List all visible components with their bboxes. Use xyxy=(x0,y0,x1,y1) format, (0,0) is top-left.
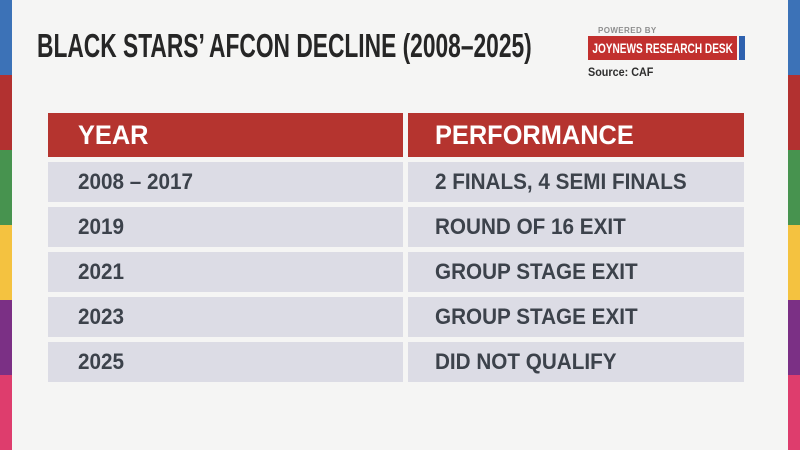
year-cell: 2019 xyxy=(48,207,403,247)
performance-value: 2 FINALS, 4 SEMI FINALS xyxy=(435,169,687,194)
column-header-performance-label: PERFORMANCE xyxy=(435,119,634,150)
page-title: BLACK STARS’ AFCON DECLINE (2008–2025) xyxy=(37,27,532,64)
column-header-year-label: YEAR xyxy=(78,119,149,150)
stripe-segment-green xyxy=(788,150,800,225)
year-value: 2008 – 2017 xyxy=(78,169,194,194)
year-value: 2023 xyxy=(78,304,125,329)
table-row: 2025 DID NOT QUALIFY xyxy=(48,342,744,382)
stripe-segment-green xyxy=(0,150,12,225)
stripe-segment-yellow xyxy=(788,225,800,300)
stripe-segment-red xyxy=(0,75,12,150)
stripe-segment-blue xyxy=(788,0,800,75)
performance-value: DID NOT QUALIFY xyxy=(435,349,617,374)
column-header-performance: PERFORMANCE xyxy=(408,113,744,157)
table-row: 2021 GROUP STAGE EXIT xyxy=(48,252,744,292)
source-label: Source: CAF xyxy=(588,65,654,79)
stripe-segment-blue xyxy=(0,0,12,75)
stripe-segment-purple xyxy=(788,300,800,375)
badge-accent-bar xyxy=(739,36,745,60)
performance-cell: ROUND OF 16 EXIT xyxy=(408,207,744,247)
year-cell: 2025 xyxy=(48,342,403,382)
joynews-research-desk-badge: JOYNEWS RESEARCH DESK xyxy=(588,36,737,60)
performance-cell: DID NOT QUALIFY xyxy=(408,342,744,382)
table-row: 2019 ROUND OF 16 EXIT xyxy=(48,207,744,247)
stripe-segment-purple xyxy=(0,300,12,375)
performance-cell: 2 FINALS, 4 SEMI FINALS xyxy=(408,162,744,202)
performance-value: GROUP STAGE EXIT xyxy=(435,259,638,284)
afcon-performance-table: YEAR PERFORMANCE 2008 – 2017 2 FINALS, 4… xyxy=(48,113,744,387)
performance-value: GROUP STAGE EXIT xyxy=(435,304,638,329)
year-value: 2025 xyxy=(78,349,125,374)
year-cell: 2021 xyxy=(48,252,403,292)
performance-value: ROUND OF 16 EXIT xyxy=(435,214,626,239)
right-color-stripe xyxy=(788,0,800,450)
stripe-segment-pink xyxy=(788,375,800,450)
year-cell: 2008 – 2017 xyxy=(48,162,403,202)
column-header-year: YEAR xyxy=(48,113,403,157)
left-color-stripe xyxy=(0,0,12,450)
table-header-row: YEAR PERFORMANCE xyxy=(48,113,744,157)
stripe-segment-red xyxy=(788,75,800,150)
badge-label: JOYNEWS RESEARCH DESK xyxy=(592,40,733,56)
powered-by-label: POWERED BY xyxy=(598,26,657,35)
table-row: 2008 – 2017 2 FINALS, 4 SEMI FINALS xyxy=(48,162,744,202)
table-row: 2023 GROUP STAGE EXIT xyxy=(48,297,744,337)
performance-cell: GROUP STAGE EXIT xyxy=(408,297,744,337)
stripe-segment-yellow xyxy=(0,225,12,300)
year-value: 2021 xyxy=(78,259,125,284)
year-cell: 2023 xyxy=(48,297,403,337)
performance-cell: GROUP STAGE EXIT xyxy=(408,252,744,292)
year-value: 2019 xyxy=(78,214,125,239)
stripe-segment-pink xyxy=(0,375,12,450)
